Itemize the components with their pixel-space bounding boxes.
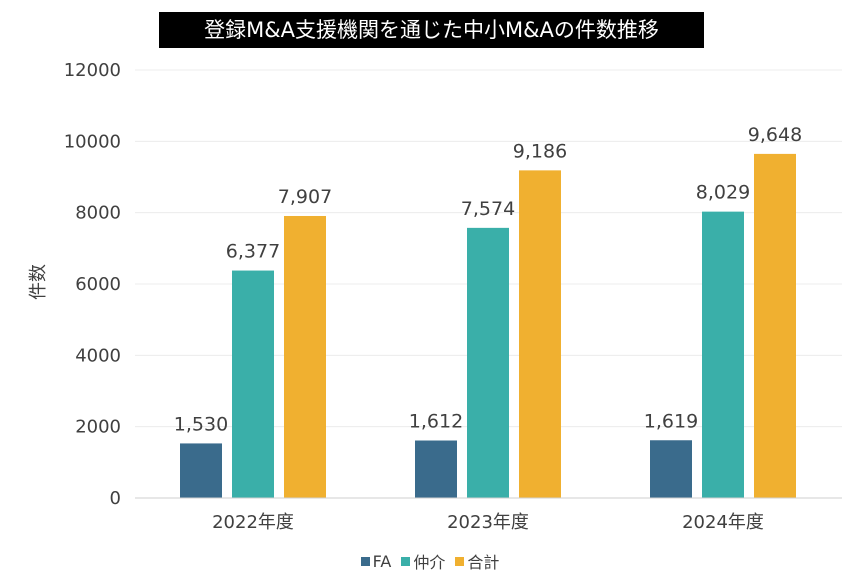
chart-title: 登録M&A支援機関を通じた中小M&Aの件数推移: [204, 18, 659, 42]
legend-item-total: 合計: [455, 549, 499, 573]
bar: [180, 443, 222, 498]
bar: [754, 153, 796, 498]
y-axis-label: 件数: [28, 264, 49, 300]
bar: [702, 211, 744, 499]
data-label: 7,574: [461, 198, 515, 220]
legend-label-total: 合計: [467, 553, 500, 572]
legend-item-fa: FA: [360, 551, 392, 571]
legend-item-chukai: 仲介: [401, 549, 445, 573]
legend-label-fa: FA: [372, 551, 392, 571]
data-label: 6,377: [226, 241, 280, 263]
bar: [415, 440, 457, 498]
legend-label-chukai: 仲介: [413, 553, 446, 572]
y-tick-label: 2000: [75, 417, 121, 438]
chart-title-background: [159, 12, 704, 48]
bar: [284, 215, 326, 498]
data-label: 1,619: [644, 410, 698, 432]
bar: [232, 270, 274, 498]
y-axis-ticks: 0 2000 4000 6000 8000 10000 12000: [64, 60, 121, 509]
data-label: 9,648: [748, 124, 802, 146]
y-tick-label: 8000: [75, 203, 121, 224]
data-label: 8,029: [696, 182, 750, 204]
bar: [519, 170, 561, 498]
data-label: 9,186: [513, 140, 567, 162]
bar: [650, 440, 692, 498]
y-tick-label: 4000: [75, 345, 121, 366]
data-label: 1,612: [409, 411, 463, 433]
legend-swatch-fa: [360, 556, 370, 566]
data-label: 7,907: [278, 186, 332, 208]
y-tick-label: 12000: [64, 60, 121, 81]
legend: FA 仲介 合計: [0, 548, 860, 574]
legend-swatch-total: [455, 556, 465, 566]
legend-swatch-chukai: [401, 556, 411, 566]
data-labels: 1,530 6,377 7,907 1,612 7,574 9,186 1,619 8,029…: [174, 124, 802, 436]
y-tick-label: 10000: [64, 131, 121, 152]
data-label: 1,530: [174, 413, 228, 435]
x-tick-label: 2022年度: [212, 512, 294, 533]
x-tick-label: 2023年度: [447, 512, 529, 533]
y-tick-label: 0: [110, 488, 121, 509]
y-tick-label: 6000: [75, 274, 121, 295]
bars: [180, 153, 796, 499]
x-axis-ticks: 2022年度 2023年度 2024年度: [212, 512, 764, 533]
x-tick-label: 2024年度: [682, 512, 764, 533]
bar: [467, 227, 509, 499]
